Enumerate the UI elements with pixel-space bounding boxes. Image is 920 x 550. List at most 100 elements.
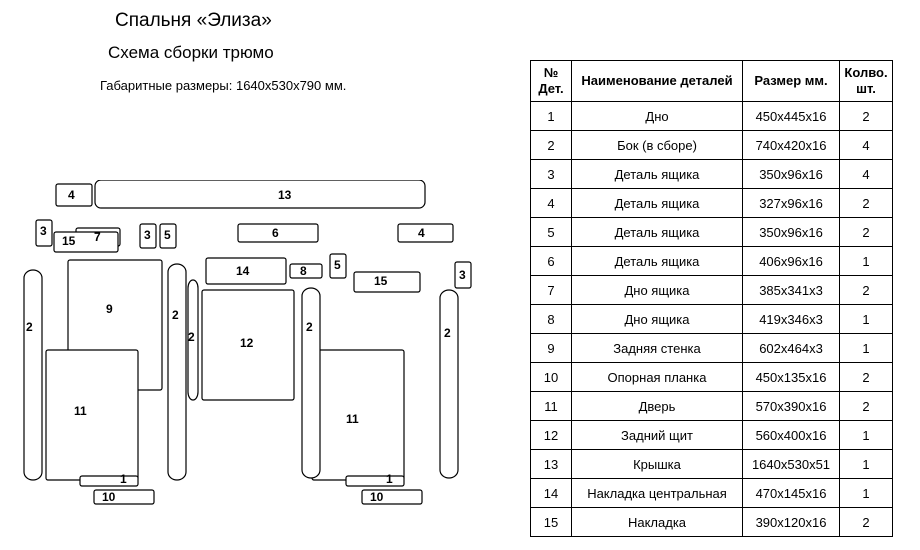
table-cell: 470х145х16 (743, 479, 840, 508)
table-cell: 406х96х16 (743, 247, 840, 276)
table-cell: Дно ящика (572, 305, 743, 334)
table-cell: 7 (531, 276, 572, 305)
table-cell: 1 (531, 102, 572, 131)
table-cell: 450х135х16 (743, 363, 840, 392)
part-label: 12 (240, 336, 253, 350)
table-cell: 8 (531, 305, 572, 334)
part-label: 5 (164, 228, 171, 242)
table-row: 2Бок (в сборе)740х420х164 (531, 131, 893, 160)
part-1 (80, 476, 138, 486)
part-label: 2 (306, 320, 313, 334)
part-2 (440, 290, 458, 478)
table-cell: Деталь ящика (572, 189, 743, 218)
table-cell: 1 (840, 305, 893, 334)
part-2 (302, 288, 320, 478)
part-label: 1 (386, 472, 393, 486)
table-cell: Деталь ящика (572, 247, 743, 276)
part-label: 5 (334, 258, 341, 272)
table-row: 13Крышка1640х530х511 (531, 450, 893, 479)
table-cell: 2 (840, 508, 893, 537)
table-cell: 14 (531, 479, 572, 508)
table-row: 6Деталь ящика406х96х161 (531, 247, 893, 276)
table-cell: 3 (531, 160, 572, 189)
table-cell: 4 (840, 131, 893, 160)
table-cell: 15 (531, 508, 572, 537)
table-row: 8Дно ящика419х346х31 (531, 305, 893, 334)
table-cell: Деталь ящика (572, 160, 743, 189)
part-label: 10 (102, 490, 115, 504)
part-label: 2 (188, 330, 195, 344)
table-cell: 2 (531, 131, 572, 160)
table-cell: 419х346х3 (743, 305, 840, 334)
part-label: 7 (94, 230, 101, 244)
part-label: 4 (418, 226, 425, 240)
table-cell: 9 (531, 334, 572, 363)
part-label: 6 (272, 226, 279, 240)
table-cell: 560х400х16 (743, 421, 840, 450)
table-cell: 602х464х3 (743, 334, 840, 363)
table-cell: 6 (531, 247, 572, 276)
part-13 (95, 180, 425, 208)
part-label: 15 (62, 234, 75, 248)
part-label: 10 (370, 490, 383, 504)
table-cell: Накладка центральная (572, 479, 743, 508)
table-cell: 350х96х16 (743, 160, 840, 189)
table-cell: Задняя стенка (572, 334, 743, 363)
col-size: Размер мм. (743, 61, 840, 102)
table-header-row: № Дет. Наименование деталей Размер мм. К… (531, 61, 893, 102)
part-4 (398, 224, 453, 242)
part-label: 15 (374, 274, 387, 288)
part-1 (346, 476, 404, 486)
table-row: 12Задний щит560х400х161 (531, 421, 893, 450)
table-cell: 2 (840, 276, 893, 305)
table-cell: 4 (840, 160, 893, 189)
part-label: 11 (346, 412, 359, 426)
page-subtitle: Схема сборки трюмо (108, 43, 274, 63)
table-cell: 12 (531, 421, 572, 450)
part-2 (168, 264, 186, 480)
part-label: 3 (459, 268, 466, 282)
table-cell: 350х96х16 (743, 218, 840, 247)
table-cell: 1640х530х51 (743, 450, 840, 479)
table-cell: 5 (531, 218, 572, 247)
table-cell: 1 (840, 334, 893, 363)
part-label: 8 (300, 264, 307, 278)
page-title: Спальня «Элиза» (115, 10, 272, 32)
part-label: 3 (144, 228, 151, 242)
part-2 (24, 270, 42, 480)
table-cell: 4 (531, 189, 572, 218)
table-row: 4Деталь ящика327х96х162 (531, 189, 893, 218)
table-cell: 13 (531, 450, 572, 479)
table-cell: 385х341х3 (743, 276, 840, 305)
col-name: Наименование деталей (572, 61, 743, 102)
table-cell: 2 (840, 189, 893, 218)
table-row: 5Деталь ящика350х96х162 (531, 218, 893, 247)
table-cell: 1 (840, 247, 893, 276)
table-row: 11Дверь570х390х162 (531, 392, 893, 421)
table-cell: 2 (840, 392, 893, 421)
part-label: 13 (278, 188, 291, 202)
part-label: 3 (40, 224, 47, 238)
part-label: 14 (236, 264, 249, 278)
table-row: 7Дно ящика385х341х32 (531, 276, 893, 305)
assembly-diagram: 134433355678151514129111110101122222 (10, 180, 510, 540)
table-row: 10Опорная планка450х135х162 (531, 363, 893, 392)
col-id: № Дет. (531, 61, 572, 102)
col-qty: Колво. шт. (840, 61, 893, 102)
table-cell: Задний щит (572, 421, 743, 450)
table-cell: 10 (531, 363, 572, 392)
part-label: 2 (26, 320, 33, 334)
table-cell: 2 (840, 102, 893, 131)
table-cell: Крышка (572, 450, 743, 479)
table-row: 9Задняя стенка602х464х31 (531, 334, 893, 363)
table-cell: 2 (840, 363, 893, 392)
overall-dimensions: Габаритные размеры: 1640х530х790 мм. (100, 78, 346, 93)
table-row: 14Накладка центральная470х145х161 (531, 479, 893, 508)
table-cell: Накладка (572, 508, 743, 537)
table-row: 15Накладка390х120х162 (531, 508, 893, 537)
part-label: 1 (120, 472, 127, 486)
table-cell: 740х420х16 (743, 131, 840, 160)
table-cell: 2 (840, 218, 893, 247)
table-cell: 327х96х16 (743, 189, 840, 218)
table-cell: 450х445х16 (743, 102, 840, 131)
